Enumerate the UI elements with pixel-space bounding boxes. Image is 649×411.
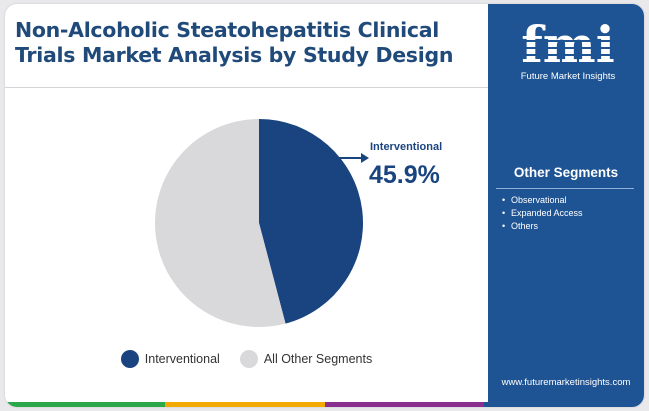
callout-arrowhead xyxy=(361,153,369,163)
bottom-bar-segment xyxy=(5,402,165,407)
callout: Interventional 45.9% xyxy=(338,141,442,189)
segment-item-observational: Observational xyxy=(502,194,583,207)
bottom-color-bar xyxy=(5,402,644,407)
chart-legend: Interventional All Other Segments xyxy=(5,350,488,368)
logo-subtitle: Future Market Insights xyxy=(520,71,616,82)
logo-stripe-2 xyxy=(516,47,620,49)
legend-item-interventional: Interventional xyxy=(120,350,220,368)
title-divider xyxy=(5,87,488,88)
other-segments-list: Observational Expanded Access Others xyxy=(502,194,583,233)
fmi-logo-mark: fmi xyxy=(516,15,620,74)
fmi-logo: fmi Future Market Insights xyxy=(496,10,640,84)
segment-item-others: Others xyxy=(502,220,583,233)
sidebar-panel: fmi Future Market Insights Other Segment… xyxy=(488,4,644,402)
bottom-bar-segment xyxy=(164,402,325,407)
legend-label-interventional: Interventional xyxy=(144,352,220,366)
callout-value: 45.9% xyxy=(369,161,440,189)
bottom-bar-segment xyxy=(324,402,485,407)
pie-slice-interventional xyxy=(259,119,364,324)
legend-swatch-other-segments xyxy=(239,350,258,368)
pie-chart: Interventional 45.9% xyxy=(155,119,442,327)
legend-swatch-interventional xyxy=(120,350,139,368)
legend-item-other-segments: All Other Segments xyxy=(239,350,373,368)
logo-stripe-3 xyxy=(516,54,620,56)
bottom-bar-segment xyxy=(484,402,644,407)
callout-label: Interventional xyxy=(370,141,442,153)
logo-stripe-1 xyxy=(516,40,620,42)
chart-title: Non-Alcoholic Steatohepatitis Clinical T… xyxy=(15,18,454,67)
other-segments-title: Other Segments xyxy=(513,165,619,180)
legend-label-other-segments: All Other Segments xyxy=(263,352,373,366)
segments-divider xyxy=(496,188,634,189)
report-card: Non-Alcoholic Steatohepatitis Clinical T… xyxy=(5,4,644,407)
website-url: www.futuremarketinsights.com xyxy=(501,377,631,388)
pie-slice-all-other-segments xyxy=(155,119,286,327)
logo-text: fmi xyxy=(521,15,614,70)
pie-slices xyxy=(155,119,364,327)
segment-item-expanded-access: Expanded Access xyxy=(502,207,583,220)
